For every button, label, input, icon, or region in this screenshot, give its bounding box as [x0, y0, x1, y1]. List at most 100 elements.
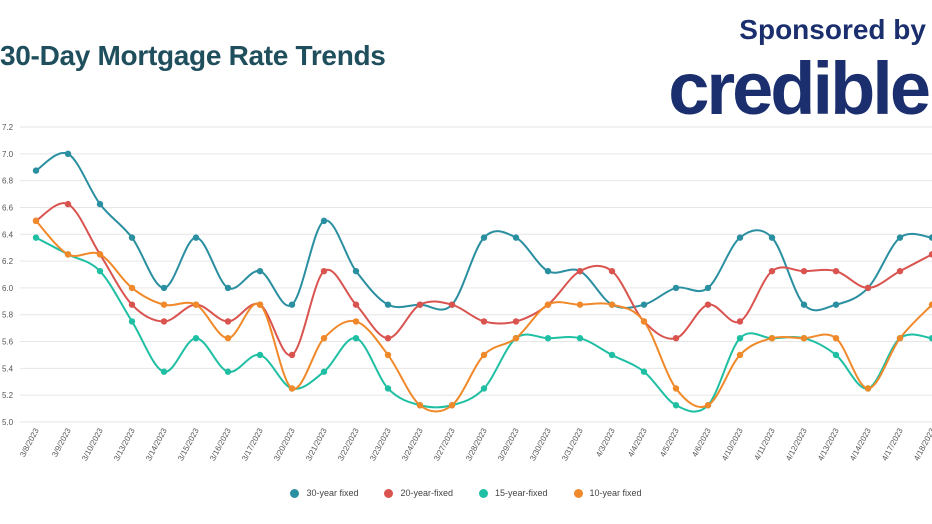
data-point	[160, 318, 168, 325]
data-point	[544, 301, 552, 308]
y-tick-label: 6.8	[2, 177, 14, 186]
data-point	[224, 334, 232, 342]
legend-marker	[573, 488, 583, 498]
data-point	[672, 284, 680, 292]
x-tick-label: 3/16/2023	[208, 426, 233, 462]
data-point	[608, 301, 616, 308]
data-point	[800, 334, 808, 342]
x-tick-label: 4/5/2023	[658, 426, 681, 458]
data-point	[928, 334, 932, 342]
x-tick-label: 3/24/2023	[400, 426, 425, 462]
data-point	[32, 234, 40, 241]
data-point	[384, 385, 392, 392]
data-point	[896, 334, 904, 342]
chart-legend: 30-year fixed 20-year-fixed 15-year-fixed 1…	[0, 488, 932, 498]
x-tick-label: 3/14/2023	[144, 426, 169, 462]
data-point	[32, 217, 40, 225]
data-point	[32, 167, 40, 174]
x-tick-label: 3/17/2023	[240, 426, 265, 462]
data-point	[576, 334, 584, 342]
data-point	[416, 301, 424, 308]
data-point	[288, 301, 296, 308]
data-point	[224, 318, 232, 325]
data-point	[352, 267, 360, 275]
data-point	[448, 301, 456, 308]
x-tick-label: 3/22/2023	[336, 426, 361, 462]
x-tick-label: 4/3/2023	[594, 426, 617, 458]
data-point	[800, 267, 808, 275]
y-tick-label: 6.4	[2, 230, 14, 239]
x-tick-label: 3/15/2023	[176, 426, 201, 462]
x-tick-label: 3/20/2023	[272, 426, 297, 462]
data-point	[96, 251, 104, 258]
data-point	[672, 385, 680, 392]
data-point	[320, 217, 328, 225]
data-point	[160, 301, 168, 308]
legend-item: 15-year-fixed	[479, 488, 548, 498]
data-point	[672, 334, 680, 342]
data-point	[896, 234, 904, 241]
chart-title: 30-Day Mortgage Rate Trends	[0, 40, 386, 71]
x-tick-label: 3/10/2023	[80, 426, 105, 462]
sponsored-by-label: Sponsored by	[739, 14, 926, 45]
data-point	[224, 284, 232, 292]
data-point	[512, 334, 520, 342]
data-point	[864, 385, 872, 392]
data-point	[64, 251, 72, 258]
data-point	[480, 385, 488, 392]
data-point	[480, 351, 488, 359]
x-tick-label: 4/18/2023	[912, 426, 932, 462]
legend-label: 20-year-fixed	[400, 488, 453, 498]
legend-label: 10-year fixed	[589, 488, 642, 498]
y-tick-label: 5.6	[2, 338, 14, 347]
data-point	[512, 318, 520, 325]
data-point	[256, 351, 264, 359]
data-point	[832, 301, 840, 308]
series-line-1	[35, 202, 932, 356]
legend-marker	[479, 488, 488, 498]
legend-marker	[384, 488, 394, 498]
data-point	[832, 351, 840, 359]
y-tick-label: 6.0	[2, 284, 14, 293]
x-tick-label: 3/30/2023	[528, 426, 553, 462]
data-point	[384, 334, 392, 342]
x-tick-label: 4/17/2023	[880, 426, 905, 462]
legend-item: 10-year fixed	[573, 488, 642, 498]
data-point	[192, 301, 200, 308]
legend-item: 20-year-fixed	[384, 488, 453, 498]
data-point	[288, 385, 296, 392]
x-tick-label: 4/14/2023	[848, 426, 873, 462]
y-tick-label: 5.0	[2, 418, 14, 427]
data-point	[704, 301, 712, 308]
data-point	[736, 234, 744, 241]
data-point	[864, 284, 872, 292]
data-point	[352, 334, 360, 342]
x-tick-label: 4/11/2023	[752, 426, 777, 462]
x-tick-label: 3/21/2023	[304, 426, 329, 462]
data-point	[320, 368, 328, 375]
x-tick-label: 4/12/2023	[784, 426, 809, 462]
data-point	[512, 234, 520, 241]
data-point	[448, 402, 456, 409]
credible-logo: credible	[668, 47, 931, 130]
data-point	[736, 351, 744, 359]
data-point	[224, 368, 232, 375]
data-point	[576, 267, 584, 275]
data-point	[800, 301, 808, 308]
data-point	[320, 267, 328, 275]
x-tick-label: 4/6/2023	[690, 426, 713, 458]
data-point	[928, 234, 932, 241]
legend-label: 30-year fixed	[306, 488, 359, 498]
data-point	[352, 318, 360, 325]
data-point	[64, 200, 72, 208]
data-point	[256, 267, 264, 275]
data-point	[832, 267, 840, 275]
x-tick-label: 3/28/2023	[464, 426, 489, 462]
x-tick-label: 3/31/2023	[560, 426, 585, 462]
x-tick-label: 3/29/2023	[496, 426, 521, 462]
data-point	[384, 351, 392, 359]
data-point	[832, 334, 840, 342]
data-point	[128, 284, 136, 292]
legend-label: 15-year-fixed	[495, 488, 548, 498]
data-point	[608, 267, 616, 275]
